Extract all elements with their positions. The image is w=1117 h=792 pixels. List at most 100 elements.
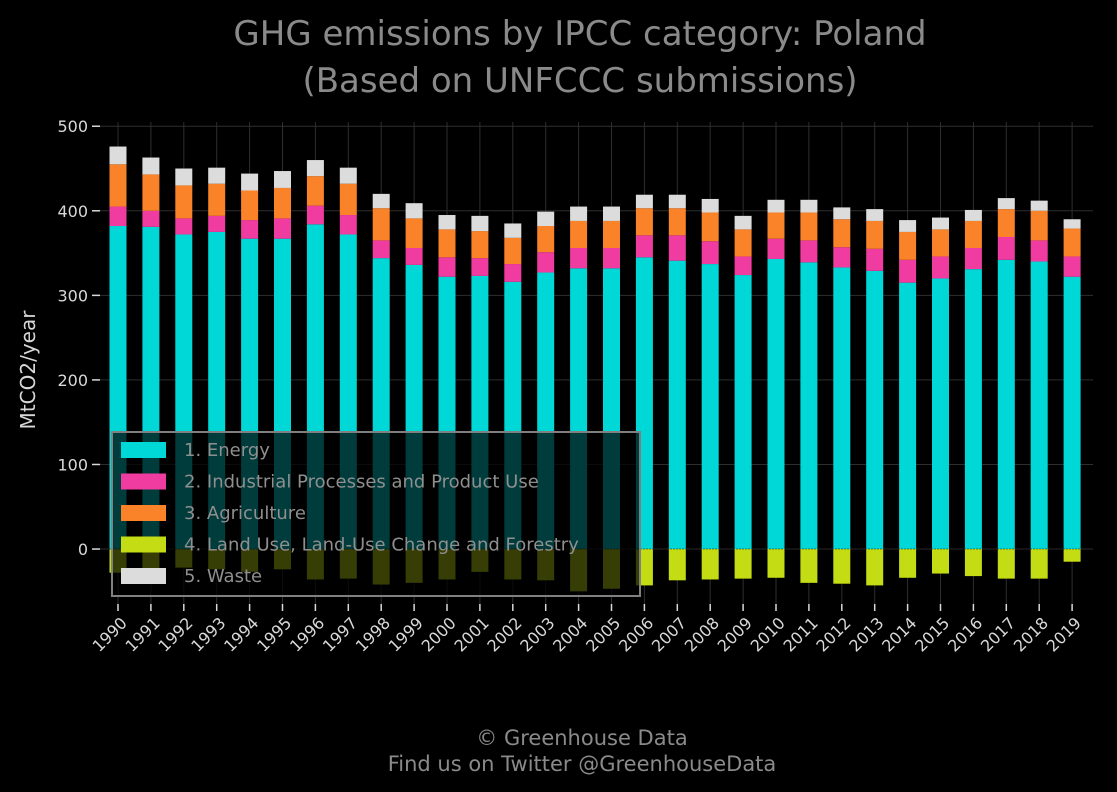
y-tick-label: 200 (57, 371, 88, 390)
bar-energy (668, 260, 686, 550)
bar-agriculture (833, 219, 851, 248)
x-tick-label: 2002 (483, 613, 525, 655)
x-tick-label: 2008 (681, 613, 723, 655)
bar-agriculture (175, 185, 193, 219)
x-tick-label: 1993 (187, 613, 229, 655)
bar-ippu (306, 205, 324, 225)
bar-ippu (1063, 256, 1081, 277)
bar-waste (438, 215, 456, 230)
y-axis-label: MtCO2/year (16, 310, 40, 430)
x-tick-label: 1996 (286, 613, 328, 655)
bar-agriculture (964, 220, 982, 248)
x-tick-label: 1991 (122, 613, 164, 655)
bar-energy (899, 282, 917, 550)
bar-energy (932, 278, 949, 550)
bar-ippu (405, 247, 423, 265)
bar-ippu (175, 218, 193, 235)
bar-agriculture (734, 229, 752, 257)
bar-ippu (833, 247, 851, 268)
bar-lulucf (833, 549, 851, 584)
bar-ippu (339, 215, 357, 235)
bar-ippu (241, 220, 259, 239)
bar-waste (109, 146, 127, 165)
bar-ippu (899, 259, 917, 283)
chart-title-line1: GHG emissions by IPCC category: Poland (233, 14, 926, 54)
bar-waste (504, 223, 522, 238)
bar-waste (372, 193, 390, 209)
bar-energy (997, 259, 1015, 550)
bar-agriculture (767, 212, 785, 239)
bar-lulucf (668, 549, 686, 581)
x-tick-label: 2006 (615, 613, 657, 655)
bar-waste (964, 209, 982, 221)
bar-waste (142, 157, 160, 175)
bar-ippu (504, 264, 522, 282)
x-tick-label: 2013 (845, 613, 887, 655)
bar-agriculture (899, 231, 917, 260)
bar-lulucf (964, 549, 982, 577)
bar-waste (800, 199, 818, 213)
x-tick-label: 2007 (648, 613, 690, 655)
bar-agriculture (701, 212, 719, 242)
bar-waste (767, 199, 785, 213)
x-tick-label: 2003 (516, 613, 558, 655)
y-tick-label: 100 (57, 455, 88, 474)
x-axis: 1990199119921993199419951996199719981999… (89, 604, 1085, 656)
x-tick-label: 2011 (780, 613, 822, 655)
bar-agriculture (372, 208, 390, 241)
bar-waste (537, 211, 555, 227)
x-tick-label: 1999 (385, 613, 427, 655)
credit-line1: © Greenhouse Data (476, 726, 687, 750)
legend-swatch-waste (121, 568, 166, 584)
legend-label: 3. Agriculture (184, 503, 306, 524)
x-tick-label: 1998 (352, 613, 394, 655)
legend-swatch-lulucf (121, 536, 166, 553)
x-tick-label: 2009 (714, 613, 756, 655)
bar-agriculture (438, 229, 456, 258)
y-tick-label: 400 (57, 202, 88, 221)
bar-ippu (767, 238, 785, 259)
bar-ippu (668, 235, 686, 261)
bar-waste (899, 220, 917, 232)
bar-waste (570, 206, 588, 221)
bar-energy (1030, 261, 1048, 550)
bar-waste (1063, 219, 1081, 229)
bar-waste (405, 203, 423, 219)
x-tick-label: 2001 (451, 613, 493, 655)
x-tick-label: 2015 (911, 613, 953, 655)
bar-agriculture (866, 220, 884, 249)
bar-energy (767, 258, 785, 550)
x-tick-label: 1990 (89, 613, 131, 655)
legend-label: 2. Industrial Processes and Product Use (184, 472, 539, 493)
bar-ippu (1030, 240, 1048, 262)
bar-agriculture (1063, 228, 1081, 257)
legend-label: 1. Energy (184, 440, 270, 461)
bar-energy (833, 267, 851, 550)
y-axis: 0 100 200 300 400 500 (57, 117, 100, 559)
bar-ippu (603, 247, 620, 269)
x-tick-label: 1997 (319, 613, 361, 655)
legend-box (111, 431, 641, 597)
bar-waste (668, 194, 686, 209)
bar-agriculture (208, 183, 226, 216)
bar-agriculture (109, 164, 127, 207)
bar-agriculture (274, 187, 291, 219)
bar-waste (471, 215, 489, 232)
bar-agriculture (306, 176, 324, 206)
bar-waste (1030, 200, 1048, 211)
bar-ippu (274, 218, 291, 239)
bar-agriculture (241, 190, 259, 221)
bar-waste (306, 160, 324, 177)
bar-lulucf (767, 549, 785, 578)
bar-agriculture (932, 229, 949, 257)
bar-ippu (932, 256, 949, 279)
bar-ippu (570, 247, 588, 269)
legend-label: 5. Waste (184, 566, 262, 587)
bar-agriculture (570, 220, 588, 248)
bar-ippu (142, 210, 160, 227)
bar-waste (701, 198, 719, 213)
y-tick-label: 300 (57, 286, 88, 305)
chart-title-line2: (Based on UNFCCC submissions) (302, 61, 857, 101)
bar-ippu (701, 241, 719, 265)
bar-waste (734, 215, 752, 230)
